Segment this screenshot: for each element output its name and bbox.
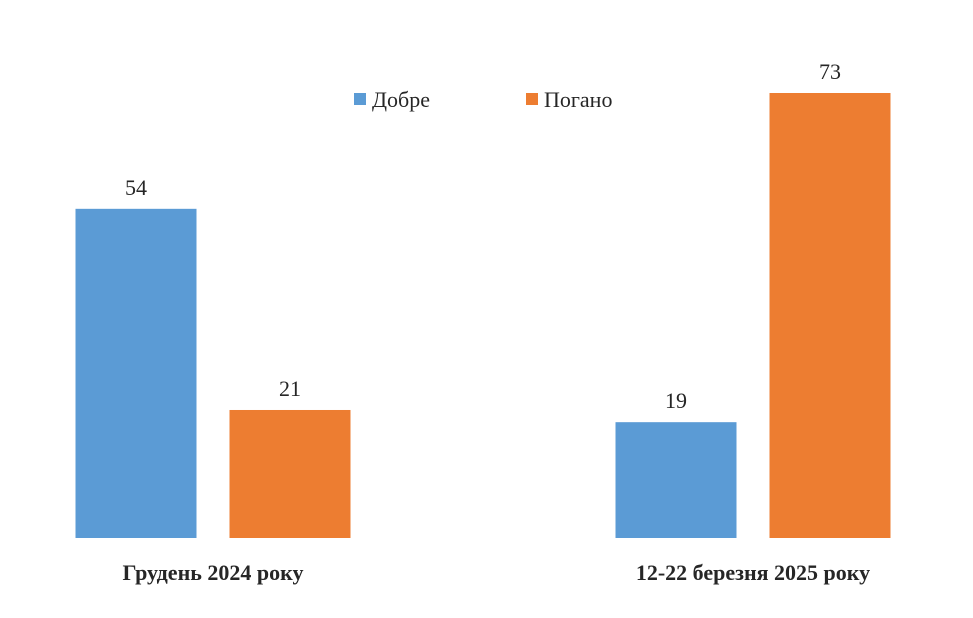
bar-pohano-march-2025 — [769, 93, 891, 538]
bar-pohano-december-2024 — [229, 409, 351, 538]
bars-group — [75, 93, 891, 539]
data-label-pohano-march-2025: 73 — [819, 59, 841, 84]
data-labels-group: 54 21 19 73 — [125, 59, 841, 413]
category-label-december-2024: Грудень 2024 року — [123, 560, 304, 585]
legend-swatch-pohano — [526, 93, 538, 105]
legend-label-dobre: Добре — [372, 87, 430, 112]
legend-label-pohano: Погано — [544, 87, 612, 112]
category-labels-group: Грудень 2024 року 12-22 березня 2025 рок… — [123, 560, 871, 585]
legend-swatch-dobre — [354, 93, 366, 105]
legend: Добре Погано — [354, 87, 612, 112]
data-label-dobre-march-2025: 19 — [665, 388, 687, 413]
category-label-march-2025: 12-22 березня 2025 року — [636, 560, 870, 585]
bar-dobre-march-2025 — [615, 422, 737, 538]
data-label-pohano-december-2024: 21 — [279, 376, 301, 401]
bar-dobre-december-2024 — [75, 208, 197, 539]
data-label-dobre-december-2024: 54 — [125, 175, 147, 200]
